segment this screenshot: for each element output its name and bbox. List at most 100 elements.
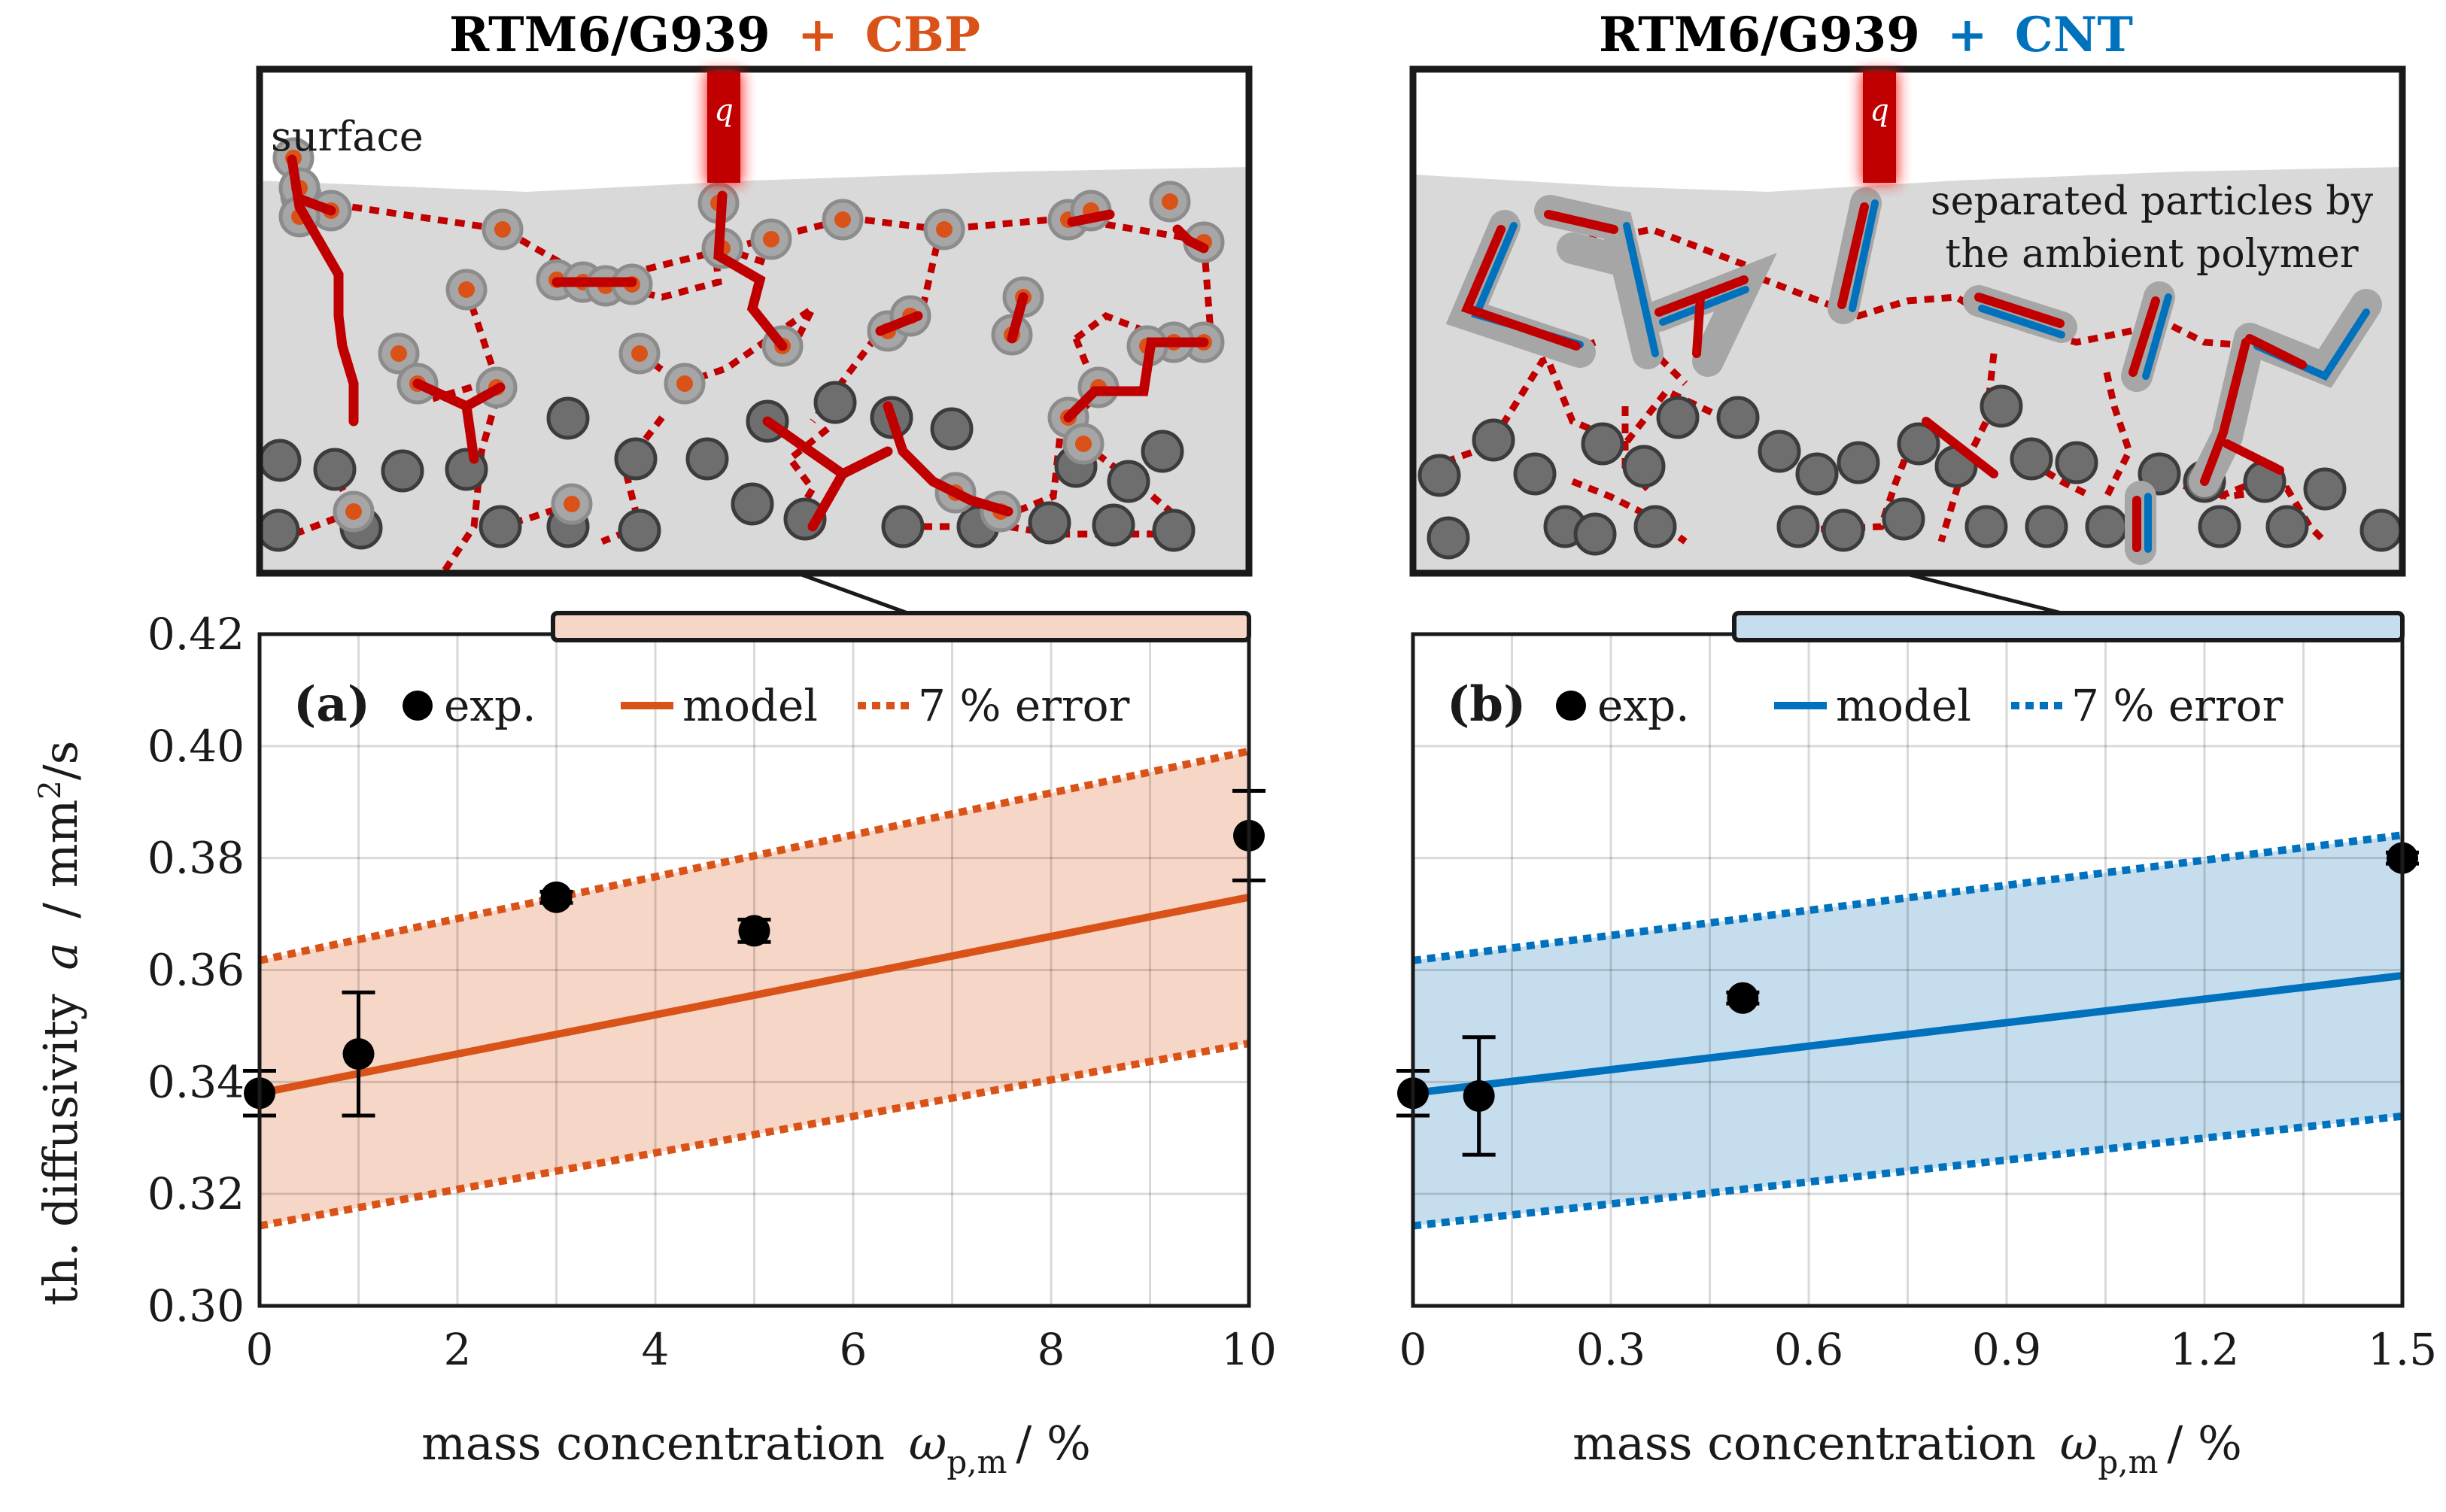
x-tick-label-5: 10 — [1221, 1324, 1277, 1375]
particle-a-8 — [813, 381, 857, 424]
particle-b-25 — [2198, 505, 2241, 548]
cbp-core-a-38 — [564, 496, 580, 512]
schematic-b-title-filler: CNT — [2015, 7, 2133, 63]
legend-error-label: 7 % error — [2071, 680, 2283, 731]
error-band — [260, 751, 1249, 1226]
schematic-a-conductive-paths — [287, 154, 1209, 532]
legend-error-label: 7 % error — [918, 680, 1130, 731]
y-tick-label-0: 0.30 — [147, 1280, 245, 1331]
particle-a-22 — [1152, 509, 1196, 552]
exp-point-2 — [1727, 982, 1759, 1014]
model-line — [1412, 971, 2403, 1098]
particle-b-17 — [2010, 437, 2053, 481]
y-tick-label-3: 0.36 — [147, 945, 245, 996]
schematic-b-nanotubes — [1445, 187, 2382, 565]
schematic-b: RTM6/G939 + CNT — [1409, 7, 2406, 577]
x-tick-label-2: 0.6 — [1774, 1324, 1843, 1375]
legend-exp-label: exp. — [1597, 680, 1690, 731]
particle-b-24 — [2085, 505, 2128, 548]
cbp-core-a-10 — [834, 211, 851, 228]
particle-b-21 — [1882, 497, 1925, 541]
model-line — [259, 893, 1250, 1098]
exp-point-1 — [342, 1038, 375, 1070]
heat-source-a — [707, 71, 740, 183]
y-tick-label-2: 0.34 — [147, 1056, 245, 1107]
particle-a-2 — [381, 449, 424, 493]
x-tick-label-5: 1.5 — [2368, 1324, 2437, 1375]
particle-b-7 — [1656, 396, 1700, 439]
exp-point-3 — [738, 915, 770, 947]
particle-a-13 — [1107, 460, 1150, 503]
x-tick-label-3: 0.9 — [1972, 1324, 2041, 1375]
cbp-core-a-9 — [763, 231, 779, 247]
particle-b-16 — [1980, 384, 2023, 428]
y-tick-label-1: 0.32 — [147, 1168, 245, 1219]
legend-exp-label: exp. — [444, 680, 536, 731]
surface-label: surface — [271, 113, 424, 160]
schematic-a-matrix — [260, 167, 1249, 573]
panel-label: (b) — [1447, 676, 1526, 733]
particle-a-21 — [1092, 503, 1135, 547]
particle-a-15 — [257, 509, 300, 552]
y-axis-label: th. diffusivity a / mm2/s — [33, 741, 88, 1306]
schematic-a-title-plus: + — [798, 7, 838, 63]
legend-model-label: model — [682, 680, 818, 731]
particle-b-6 — [1622, 445, 1666, 488]
cbp-core-a-29 — [631, 345, 648, 362]
particle-b-2 — [1472, 418, 1515, 462]
legend-exp-marker — [403, 691, 433, 721]
heat-source-b — [1863, 71, 1896, 183]
particle-a-4 — [546, 396, 590, 440]
error-upper-line — [258, 747, 1250, 964]
particle-b-22 — [1964, 505, 2008, 548]
particle-b-9 — [1573, 512, 1617, 556]
schematic-a-particles — [257, 381, 1196, 552]
particle-a-19 — [618, 509, 661, 552]
particle-a-0 — [258, 439, 302, 482]
particle-a-5 — [614, 437, 658, 481]
particle-a-6 — [685, 437, 729, 481]
particle-b-27 — [2303, 467, 2347, 511]
particle-a-11 — [731, 482, 774, 526]
particle-b-14 — [1897, 422, 1940, 466]
particle-b-8 — [1633, 505, 1677, 548]
heat-source-symbol-b: q — [1870, 93, 1889, 128]
plot-b: 0 0.3 0.6 0.9 1.2 1.5 (b) exp. model 7 % error — [1396, 611, 2437, 1375]
x-tick-label-0: 0 — [246, 1324, 274, 1375]
schematic-a-title: RTM6/G939 + CBP — [449, 7, 980, 63]
schematic-a-title-base: RTM6/G939 — [449, 7, 770, 63]
error-lower-line — [259, 1040, 1250, 1230]
x-axis-label-b: mass concentration ωp,m / % — [1572, 1416, 2242, 1480]
particle-a-10 — [930, 407, 974, 451]
x-tick-label-0: 0 — [1399, 1324, 1427, 1375]
particle-b-12 — [1795, 452, 1839, 496]
exp-point-1 — [1463, 1079, 1495, 1112]
particle-b-10 — [1716, 396, 1760, 439]
schematic-b-title-base: RTM6/G939 — [1599, 7, 1920, 63]
particle-b-1 — [1427, 516, 1470, 560]
cbp-core-a-28 — [458, 281, 475, 298]
schematic-b-title-plus: + — [1947, 7, 1988, 63]
particle-b-11 — [1758, 430, 1801, 473]
y-tick-label-4: 0.38 — [147, 833, 245, 884]
y-tick-label-5: 0.40 — [147, 721, 245, 772]
particle-b-28 — [2359, 509, 2403, 552]
particle-a-24 — [881, 505, 925, 548]
x-tick-label-4: 1.2 — [2170, 1324, 2239, 1375]
separated-particles-annotation-line1: separated particles by — [1931, 179, 2374, 224]
particle-b-13 — [1837, 441, 1880, 484]
particle-a-14 — [1141, 430, 1184, 473]
plot-a: 0 2 4 6 8 10 0.30 0.32 0.34 0.36 0.38 0.40 0.42 (a) ex… — [147, 609, 1277, 1375]
callout-bar — [551, 611, 1251, 642]
x-tick-label-4: 8 — [1038, 1324, 1065, 1375]
particle-b-26 — [2265, 505, 2309, 548]
cbp-core-a-21 — [1075, 436, 1092, 452]
particle-a-1 — [313, 448, 357, 491]
error-lower-line — [1412, 1112, 2403, 1230]
schematic-b-title: RTM6/G939 + CNT — [1599, 7, 2133, 63]
callout-line-b — [1903, 571, 2077, 619]
particle-b-5 — [1581, 422, 1624, 466]
particle-b-19 — [1776, 505, 1820, 548]
x-tick-label-1: 0.3 — [1576, 1324, 1645, 1375]
